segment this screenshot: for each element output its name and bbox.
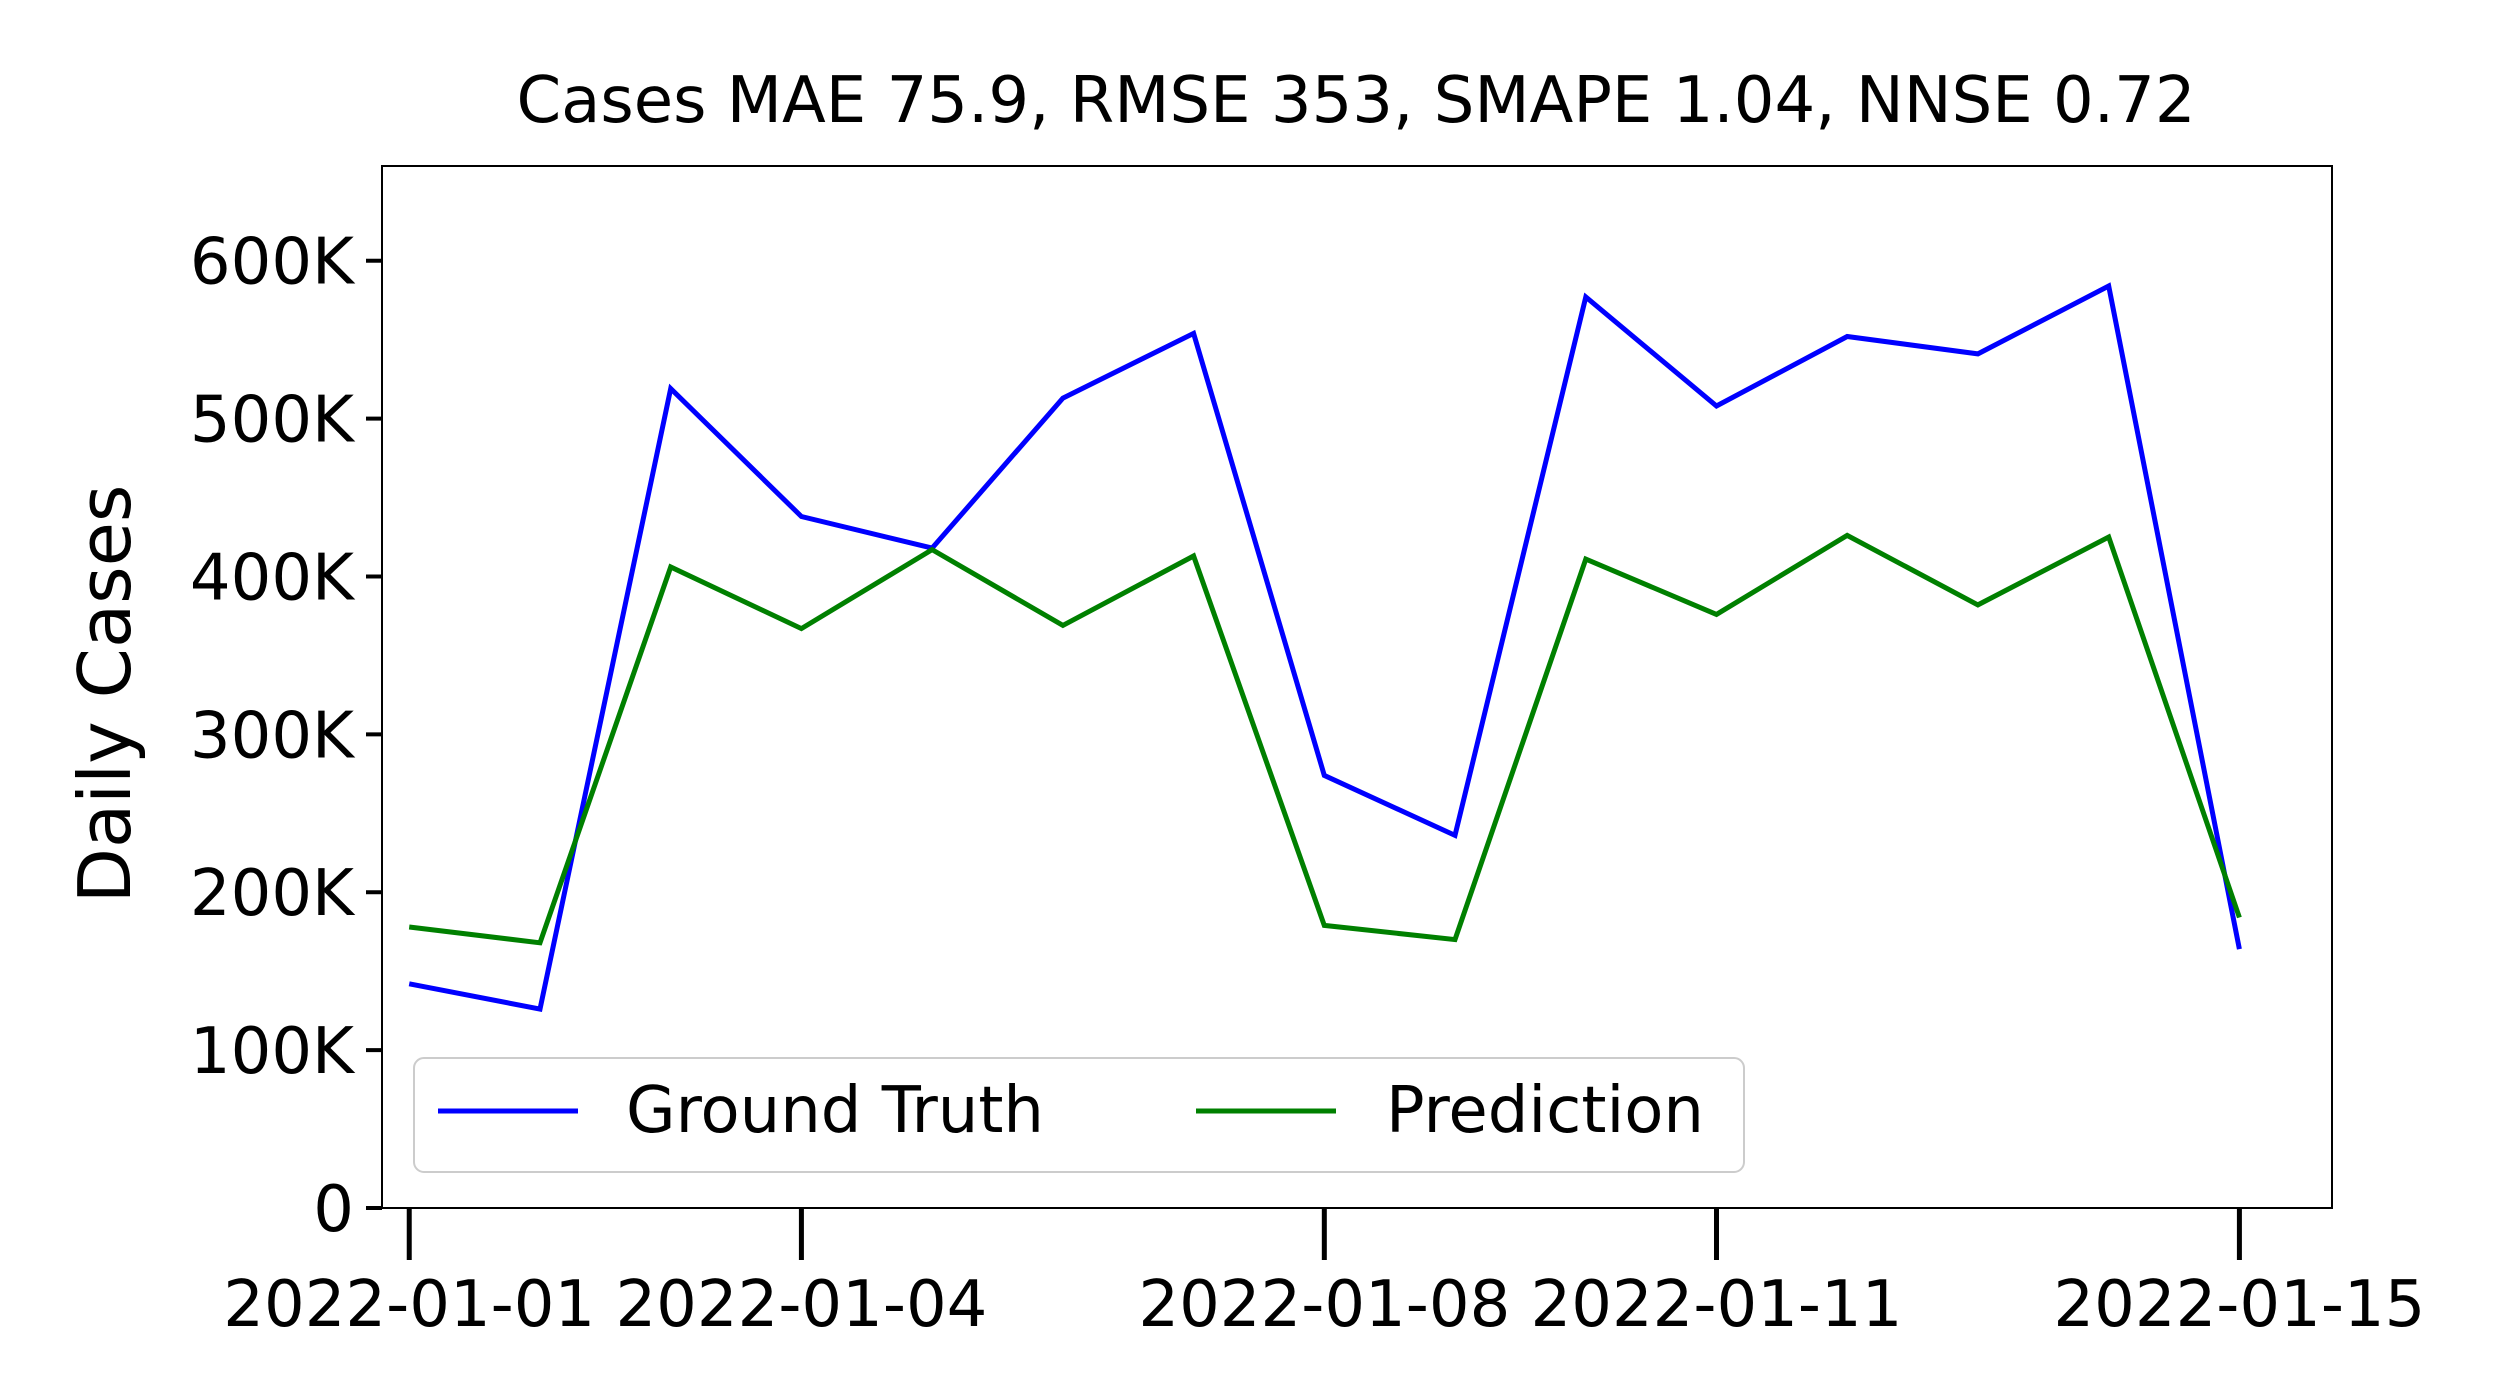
y-tick-label: 300K [190,699,356,773]
series-line-ground-truth [408,282,2242,1013]
y-tick-label: 200K [190,857,356,931]
y-tick-label: 500K [190,384,356,458]
data-point-ground-truth [1193,332,1195,334]
data-point-prediction [1846,534,1848,536]
data-point-ground-truth [2238,948,2240,950]
data-point-ground-truth [1585,296,1587,298]
series-line-prediction [408,532,2242,946]
data-point-ground-truth [1715,405,1717,407]
x-tick-label: 2022-01-11 [1531,1268,1903,1342]
data-point-prediction [1062,624,1064,626]
legend: Ground Truth Prediction [413,1057,1745,1173]
data-point-prediction [1585,558,1587,560]
data-point-prediction [1715,613,1717,615]
data-point-ground-truth [408,983,410,985]
series-lines [408,282,2242,1013]
data-point-ground-truth [1977,353,1979,355]
plot-area [381,165,2333,1209]
data-point-prediction [539,942,541,944]
data-point-prediction [408,926,410,928]
data-point-ground-truth [1454,834,1456,836]
x-tick-label: 2022-01-15 [2053,1268,2425,1342]
data-point-ground-truth [670,388,672,390]
data-point-prediction [670,566,672,568]
data-point-ground-truth [2108,285,2110,287]
data-point-prediction [2108,536,2110,538]
data-point-ground-truth [1846,336,1848,338]
data-point-prediction [1323,924,1325,926]
data-point-ground-truth [800,515,802,517]
legend-label-prediction: Prediction [1386,1074,1704,1148]
data-point-prediction [800,628,802,630]
data-point-prediction [2238,917,2240,919]
data-point-ground-truth [539,1008,541,1010]
chart-title: Cases MAE 75.9, RMSE 353, SMAPE 1.04, NN… [516,64,2195,138]
y-tick-label: 0 [313,1173,354,1247]
legend-label-ground-truth: Ground Truth [626,1074,1044,1148]
x-tick-label: 2022-01-01 [223,1268,595,1342]
y-tick-label: 600K [190,226,356,300]
data-point-prediction [1193,555,1195,557]
data-point-ground-truth [1323,774,1325,776]
x-axis: 2022-01-01 2022-01-04 2022-01-08 2022-01-11… [223,1208,2425,1342]
y-axis: 0 100K 200K 300K 400K 500K 600K [190,226,382,1247]
y-tick-label: 100K [190,1015,356,1089]
data-point-prediction [1454,939,1456,941]
data-point-prediction [931,549,933,551]
data-point-prediction [1977,604,1979,606]
legend-frame [413,1057,1745,1173]
x-tick-label: 2022-01-04 [615,1268,987,1342]
y-axis-label: Daily Cases [63,485,147,904]
data-point-ground-truth [1062,397,1064,399]
y-tick-label: 400K [190,541,356,615]
x-tick-label: 2022-01-08 [1138,1268,1510,1342]
